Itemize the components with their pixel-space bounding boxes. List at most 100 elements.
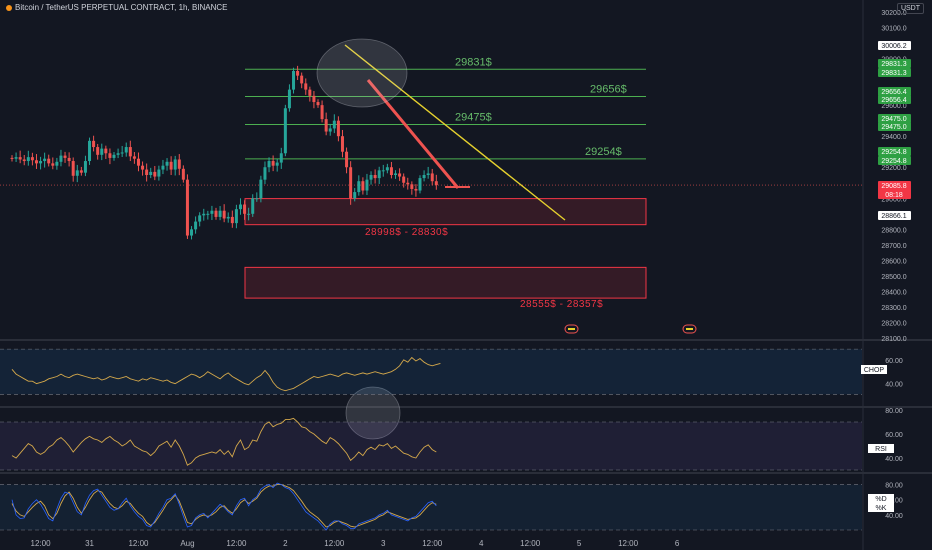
candle-body [92,140,96,148]
price-tag-label: 29475.0 [881,124,906,131]
candle-body [255,198,259,200]
candle-body [202,213,206,216]
pane-label-box [868,494,894,503]
candle-body [234,209,238,224]
y-tick-label: 29400.0 [881,134,906,141]
candle-body [316,102,320,106]
indicator-tick-label: 60.00 [885,498,903,505]
price-tag [878,114,911,123]
pane-label-box [861,365,887,374]
candle-body [100,148,104,155]
x-tick-label: 6 [675,539,680,548]
candle-body [34,160,38,164]
x-tick-label: 3 [381,539,386,548]
candle-body [226,216,230,219]
y-tick-label: 28400.0 [881,289,906,296]
candle-body [79,170,83,173]
candle-body [185,179,189,236]
candle-body [112,154,116,158]
highlight-ellipse [345,386,401,440]
candle-body [271,161,275,166]
candle-body [149,171,153,175]
trend-line [366,79,460,189]
candle-body [385,167,389,171]
y-tick-label: 28600.0 [881,258,906,265]
candle-body [43,158,47,162]
y-tick-label: 29000.0 [881,196,906,203]
indicator-tick-label: 40.00 [885,382,903,389]
price-tag [878,211,911,220]
candle-body [108,153,112,158]
candle-body [18,157,22,160]
y-tick-label: 28100.0 [881,336,906,343]
candle-body [259,179,263,199]
event-icon [686,328,693,330]
candle-body [308,89,312,96]
price-tag-label: 29831.3 [881,61,906,68]
x-tick-label: 12:00 [31,539,52,548]
candle-body [389,167,393,175]
trend-line [344,44,566,221]
event-icon [568,328,575,330]
price-tag [878,122,911,131]
candle-body [369,175,373,180]
y-tick-label: 28800.0 [881,227,906,234]
candle-body [357,181,361,193]
candle-body [349,167,353,199]
zone-label: 28555$ - 28357$ [520,299,603,310]
candle-body [30,157,34,161]
candle-body [296,70,300,76]
candle-body [426,173,430,175]
candle-body [10,157,14,159]
candle-body [365,179,369,191]
indicator-line [11,482,437,531]
y-tick-label: 29200.0 [881,165,906,172]
candle-body [206,213,210,215]
candle-body [267,161,271,168]
indicator-tick-label: 60.00 [885,432,903,439]
candle-body [51,163,55,166]
x-tick-label: 31 [85,539,94,548]
y-tick-label: 28500.0 [881,274,906,281]
x-tick-label: 12:00 [422,539,443,548]
y-tick-label: 28700.0 [881,243,906,250]
candle-body [104,148,108,154]
y-tick-label: 30200.0 [881,10,906,17]
x-tick-label: 12:00 [324,539,345,548]
price-tag-label: 29656.4 [881,89,906,96]
candle-body [190,229,194,236]
candle-body [292,70,296,90]
candle-body [304,83,308,90]
price-tag-label: 28866.1 [881,213,906,220]
candle-body [128,147,132,157]
candle-body [287,89,291,109]
indicator-band [0,349,862,395]
candle-body [22,159,26,162]
candle-body [283,108,287,154]
candle-body [361,181,365,191]
candle-body [418,178,422,191]
pane-separator [0,406,932,408]
candle-body [132,156,136,159]
x-tick-label: Aug [180,539,194,548]
candle-body [300,75,304,84]
candle-body [71,161,75,176]
x-tick-label: 2 [283,539,288,548]
candle-body [247,213,251,215]
x-tick-label: 12:00 [520,539,541,548]
price-tag [878,68,911,77]
highlight-ellipse [316,38,408,108]
candle-body [67,157,71,162]
price-tag [878,41,911,50]
price-tag [878,147,911,156]
support-zone [244,198,647,226]
symbol-title: Bitcoin / TetherUS PERPETUAL CONTRACT, 1… [15,3,228,12]
chop-label: CHOP [864,367,885,374]
currency-selector[interactable]: USDT [896,3,924,14]
candle-body [181,168,185,180]
candle-body [177,159,181,169]
candle-body [136,158,140,166]
candle-body [116,153,120,155]
indicator-line [11,356,441,392]
